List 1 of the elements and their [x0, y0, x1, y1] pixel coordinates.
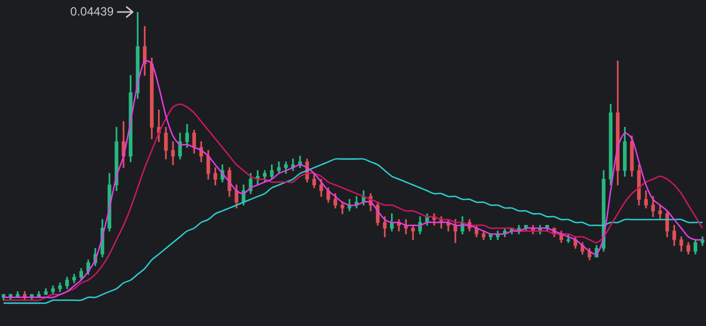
- annotation: 0.04439: [70, 4, 114, 18]
